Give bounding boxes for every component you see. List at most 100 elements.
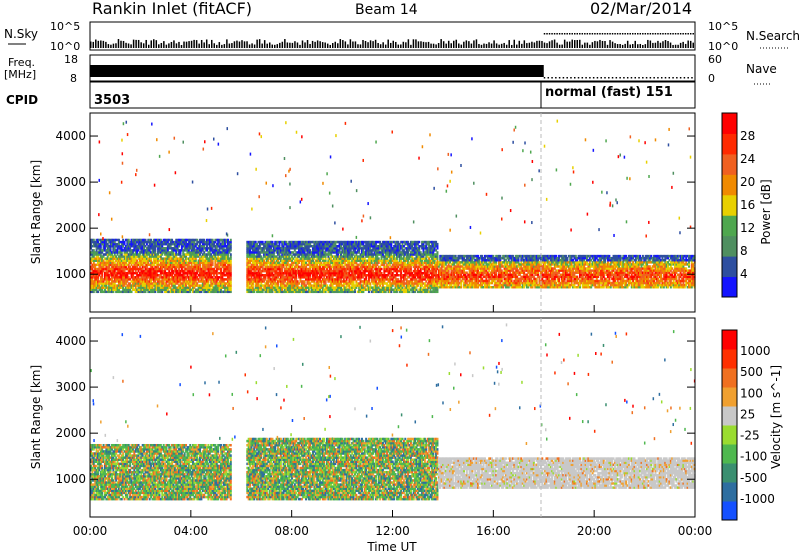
heatmap-cell bbox=[267, 259, 270, 262]
heatmap-cell bbox=[157, 273, 160, 277]
heatmap-cell bbox=[90, 238, 92, 242]
heatmap-cell bbox=[176, 247, 179, 250]
heatmap-cell bbox=[178, 278, 181, 281]
heatmap-cell bbox=[263, 263, 266, 267]
heatmap-cell bbox=[228, 257, 231, 260]
heatmap-cell bbox=[138, 240, 141, 244]
heatmap-cell bbox=[200, 251, 203, 254]
heatmap-cell bbox=[247, 271, 250, 275]
heatmap-cell bbox=[228, 271, 231, 275]
noise-sample bbox=[442, 41, 445, 48]
heatmap-cell bbox=[133, 238, 136, 242]
noise-sample bbox=[316, 40, 319, 48]
heatmap-cell bbox=[143, 247, 146, 250]
heatmap-cell bbox=[203, 251, 206, 254]
heatmap-cell bbox=[154, 280, 157, 283]
heatmap-cell bbox=[260, 290, 263, 294]
heatmap-cell bbox=[185, 259, 188, 262]
heatmap-cell bbox=[222, 247, 225, 250]
heatmap-cell bbox=[186, 261, 189, 265]
heatmap-cell bbox=[261, 263, 264, 267]
heatmap-cell bbox=[165, 267, 168, 271]
heatmap-cell bbox=[116, 249, 119, 252]
heatmap-cell bbox=[208, 269, 211, 273]
heatmap-cell bbox=[246, 290, 249, 294]
heatmap-cell bbox=[147, 282, 150, 285]
heatmap-cell bbox=[229, 290, 232, 294]
noise-sample bbox=[682, 41, 684, 48]
heatmap-cell bbox=[253, 259, 256, 262]
heatmap-cell bbox=[211, 263, 214, 267]
heatmap-cell bbox=[206, 288, 209, 291]
heatmap-cell bbox=[253, 261, 256, 265]
heatmap-cell bbox=[251, 271, 254, 275]
noise-sample bbox=[591, 42, 594, 48]
heatmap-cell bbox=[152, 251, 155, 254]
heatmap-cell bbox=[187, 280, 190, 283]
heatmap-cell bbox=[182, 280, 185, 283]
heatmap-cell bbox=[137, 261, 140, 265]
heatmap-cell bbox=[270, 242, 273, 246]
noise-search-sample bbox=[629, 33, 631, 35]
heatmap-cell bbox=[226, 240, 229, 244]
heatmap-cell bbox=[186, 282, 189, 285]
heatmap-cell bbox=[208, 253, 211, 256]
heatmap-cell bbox=[210, 261, 213, 265]
heatmap-cell bbox=[159, 251, 162, 254]
heatmap-cell bbox=[113, 284, 116, 287]
heatmap-cell bbox=[201, 280, 204, 283]
nave-sample bbox=[585, 77, 587, 79]
noise-sample bbox=[263, 40, 266, 48]
heatmap-cell bbox=[250, 251, 253, 254]
heatmap-cell bbox=[176, 271, 179, 275]
heatmap-cell bbox=[250, 286, 253, 289]
nave-sample bbox=[547, 77, 550, 79]
heatmap-cell bbox=[219, 273, 222, 277]
heatmap-cell bbox=[161, 282, 164, 285]
heatmap-cell bbox=[92, 284, 95, 287]
heatmap-cell bbox=[173, 240, 176, 244]
heatmap-cell bbox=[116, 280, 119, 283]
heatmap-cell bbox=[127, 249, 130, 252]
heatmap-cell bbox=[251, 253, 254, 256]
heatmap-cell bbox=[182, 238, 185, 242]
heatmap-cell bbox=[129, 242, 132, 246]
heatmap-cell bbox=[267, 242, 270, 246]
heatmap-cell bbox=[203, 238, 206, 242]
heatmap-cell bbox=[92, 271, 95, 275]
heatmap-cell bbox=[101, 286, 104, 289]
heatmap-cell bbox=[158, 280, 161, 283]
heatmap-cell bbox=[91, 280, 94, 283]
heatmap-cell bbox=[137, 242, 140, 246]
heatmap-cell bbox=[206, 276, 209, 279]
heatmap-cell bbox=[169, 242, 172, 246]
heatmap-cell bbox=[222, 290, 225, 294]
heatmap-cell bbox=[122, 265, 125, 269]
heatmap-cell bbox=[268, 240, 271, 244]
heatmap-cell bbox=[190, 269, 193, 273]
heatmap-cell bbox=[256, 263, 259, 267]
heatmap-cell bbox=[173, 269, 176, 273]
heatmap-cell bbox=[250, 257, 253, 260]
heatmap-cell bbox=[256, 242, 259, 246]
heatmap-cell bbox=[211, 238, 214, 242]
heatmap-cell bbox=[150, 240, 153, 244]
heatmap-cell bbox=[108, 263, 111, 267]
heatmap-cell bbox=[179, 280, 182, 283]
heatmap-cell bbox=[194, 280, 197, 283]
heatmap-cell bbox=[270, 271, 273, 275]
heatmap-cell bbox=[159, 267, 162, 271]
heatmap-cell bbox=[90, 271, 92, 275]
heatmap-cell bbox=[112, 259, 115, 262]
heatmap-cell bbox=[138, 263, 141, 267]
noise-sample bbox=[485, 43, 488, 48]
heatmap-cell bbox=[200, 255, 203, 258]
heatmap-cell bbox=[131, 249, 134, 252]
heatmap-cell bbox=[102, 263, 105, 267]
noise-sample bbox=[364, 40, 367, 48]
heatmap-cell bbox=[162, 265, 165, 269]
freq-right-tick-bottom: 0 bbox=[708, 72, 715, 85]
heatmap-cell bbox=[199, 238, 202, 242]
heatmap-cell bbox=[106, 242, 109, 246]
heatmap-cell bbox=[144, 263, 147, 267]
